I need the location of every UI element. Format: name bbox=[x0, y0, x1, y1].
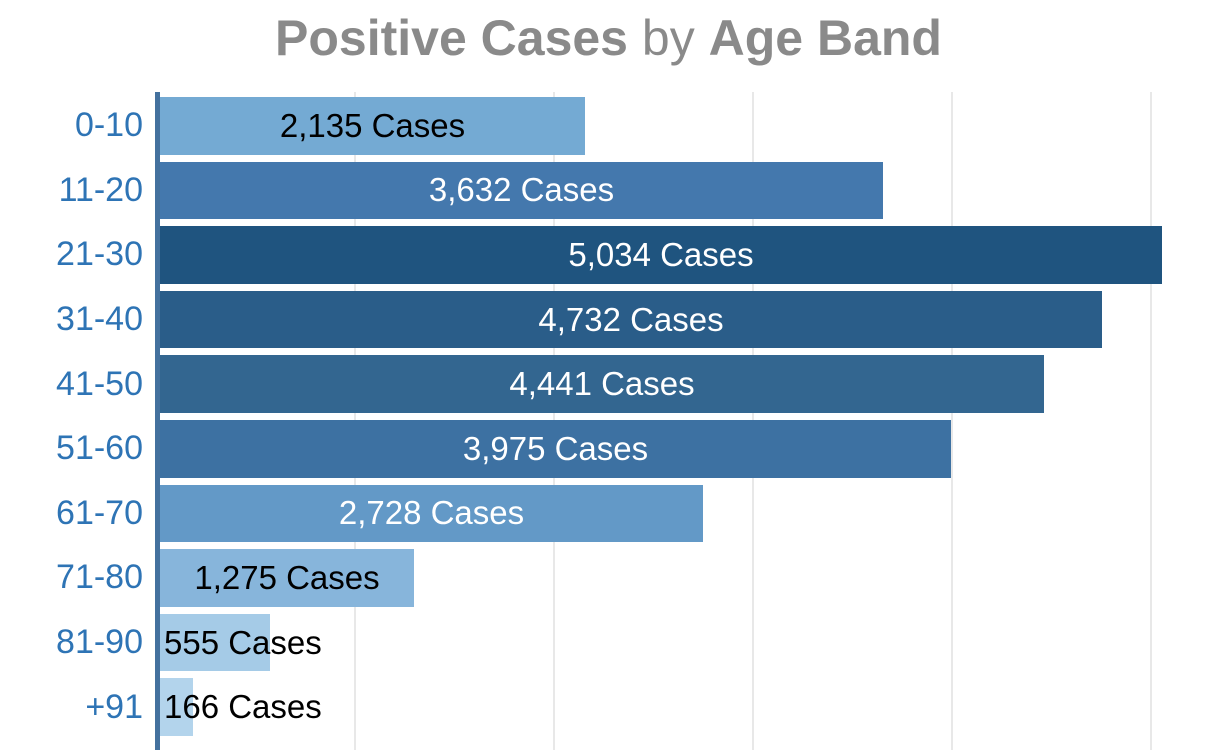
category-label-0-10: 0-10 bbox=[74, 106, 143, 145]
bar-+91 bbox=[160, 678, 193, 736]
category-label-+91: +91 bbox=[85, 687, 143, 726]
bar-21-30 bbox=[160, 226, 1162, 284]
bar-0-10 bbox=[160, 97, 585, 155]
category-label-41-50: 41-50 bbox=[56, 364, 143, 403]
bar-value-label-51-60: 3,975 Cases bbox=[462, 429, 649, 467]
bar-value-label-11-20: 3,632 Cases bbox=[428, 171, 615, 209]
plot-area: 2,135 Cases 3,632 Cases 5,034 Cases 4,732 C… bbox=[155, 92, 1217, 750]
category-label-21-30: 21-30 bbox=[56, 235, 143, 274]
category-label-11-20: 11-20 bbox=[58, 170, 143, 209]
bar-81-90 bbox=[160, 613, 270, 672]
bar-value-label-41-50: 4,441 Cases bbox=[509, 365, 695, 403]
category-label-81-90: 81-90 bbox=[56, 623, 143, 662]
bar-value-label-21-30: 5,034 Cases bbox=[568, 235, 754, 273]
category-label-31-40: 31-40 bbox=[56, 300, 143, 339]
y-axis-line bbox=[155, 92, 160, 750]
bar-31-40 bbox=[160, 290, 1102, 349]
bar-value-label-81-90: 555 Cases bbox=[164, 623, 322, 661]
category-label-51-60: 51-60 bbox=[56, 429, 143, 468]
chart-title-prefix: Positive Cases bbox=[275, 10, 628, 66]
category-label-61-70: 61-70 bbox=[56, 493, 143, 532]
bar-11-20 bbox=[160, 161, 883, 220]
bar-value-label-+91: 166 Cases bbox=[164, 688, 322, 726]
category-label-71-80: 71-80 bbox=[56, 558, 143, 597]
gridline-x-5000 bbox=[1150, 92, 1152, 750]
bar-51-60 bbox=[160, 420, 951, 478]
bar-value-label-0-10: 2,135 Cases bbox=[279, 106, 466, 144]
bar-61-70 bbox=[160, 484, 703, 543]
bar-value-label-61-70: 2,728 Cases bbox=[338, 494, 525, 532]
chart-title: Positive Cases by Age Band bbox=[0, 6, 1217, 70]
bar-41-50 bbox=[160, 355, 1044, 413]
gridline-x-4000 bbox=[951, 92, 953, 750]
chart-title-mid: by bbox=[641, 10, 695, 66]
bar-71-80 bbox=[160, 549, 414, 607]
bar-value-label-71-80: 1,275 Cases bbox=[194, 558, 380, 596]
chart-title-suffix: Age Band bbox=[708, 10, 942, 66]
bar-value-label-31-40: 4,732 Cases bbox=[538, 300, 724, 338]
